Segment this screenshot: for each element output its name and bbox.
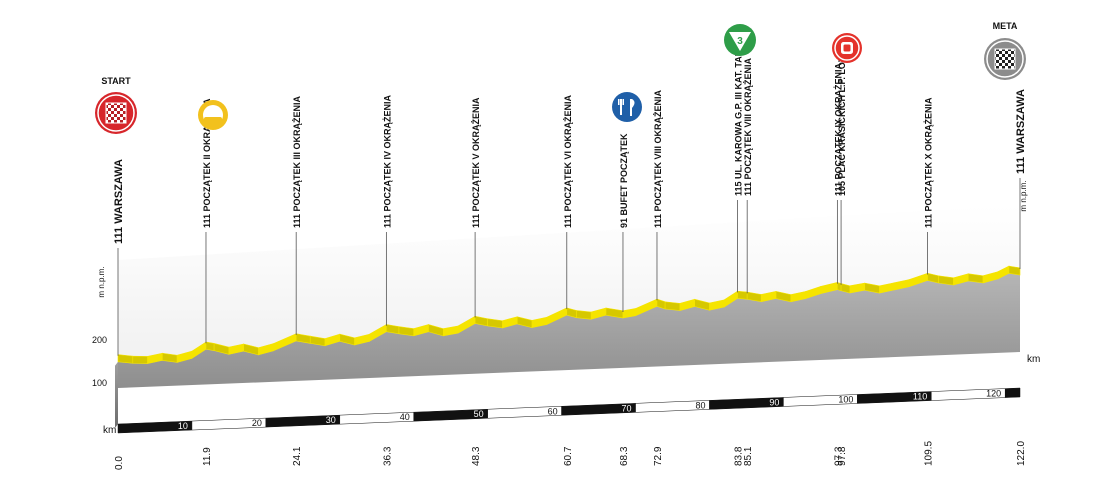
x-tick-label: 120 [986, 389, 1001, 399]
start-caption: START [101, 76, 131, 86]
x-axis-label-right: km [1027, 354, 1040, 365]
sky-plane [118, 205, 1020, 370]
waypoint-km: 11.9 [202, 447, 213, 466]
waypoint-label: 111 POCZĄTEK III OKRĄŻENIA [292, 95, 302, 228]
km-axis: 10 20 30 40 50 60 70 80 90 100 110 120 [117, 387, 1021, 434]
finish-flag-icon: META [984, 21, 1026, 80]
y-axis-label-right: m n.p.m. [1019, 180, 1028, 211]
waypoint-label: 111 POCZĄTEK IV OKRĄŻENIA [382, 94, 392, 228]
x-tick-label: 50 [474, 409, 484, 419]
x-tick-label: 110 [913, 392, 927, 402]
x-tick-label: 30 [326, 415, 336, 425]
profile-segment [837, 282, 842, 292]
km-axis-band [1004, 387, 1021, 398]
waypoint-label: 111 POCZĄTEK VIII OKRĄŻENIA [653, 89, 663, 228]
waypoint-label: 111 POCZĄTEK VI OKRĄŻENIA [563, 94, 573, 228]
food-icon [612, 92, 642, 122]
waypoint-label: 111 POCZĄTEK V OKRĄŻENIA [471, 97, 481, 228]
profile-segment [205, 341, 215, 351]
waypoint-label: 111 POCZĄTEK VIII OKRĄŻENIA [743, 57, 753, 196]
finish-caption: META [993, 21, 1018, 31]
profile-segment [1008, 265, 1021, 276]
x-tick-label: 10 [178, 421, 188, 431]
waypoint-label: 111 POCZĄTEK IX OKRĄŻENIA [833, 62, 843, 196]
waypoint-label: 105 PLAC KRASICKICH L.P. LOTTO [837, 44, 847, 196]
waypoint-km: 68.3 [619, 446, 630, 466]
x-tick-label: 40 [400, 412, 410, 422]
waypoints: 111 WARSZAWA 0.0 111 POCZĄTEK II OKRĄŻENIA… [113, 30, 1027, 470]
waypoint-km: 122.0 [1016, 441, 1027, 466]
profile-layer [117, 265, 1021, 364]
kom-category: 3 [737, 36, 743, 47]
profile-segment [576, 310, 592, 320]
waypoint-label: 111 POCZĄTEK II OKRĄŻENIA [202, 98, 212, 228]
waypoint-km: 36.3 [382, 446, 393, 466]
waypoint-label: 111 WARSZAWA [113, 159, 125, 244]
profile-segment [117, 354, 134, 364]
x-tick-label: 100 [838, 394, 853, 404]
sprint-icon [832, 33, 862, 63]
waypoint-km: 72.9 [653, 446, 664, 466]
terrain-face [118, 273, 1020, 388]
waypoint-km: 85.1 [743, 446, 754, 466]
waypoint-label: 115 UL. KAROWA G.P. III KAT. TAURON [734, 30, 744, 196]
profile-segment [737, 290, 748, 300]
start-flag-icon: START [95, 76, 137, 134]
terrain-side [115, 361, 118, 428]
waypoint-km: 24.1 [292, 446, 303, 466]
y-tick-label: 100 [92, 378, 107, 388]
waypoint-label: 111 POCZĄTEK X OKRĄŻENIA [924, 97, 934, 228]
x-tick-label: 80 [695, 400, 705, 410]
waypoint-km: 60.7 [563, 446, 574, 466]
waypoint-km: 83.8 [734, 446, 745, 466]
waypoint-km: 97.8 [837, 446, 848, 466]
kom-icon: 3 [724, 24, 756, 56]
profile-segment [132, 355, 148, 364]
waypoint-label: 111 WARSZAWA [1015, 89, 1027, 174]
y-tick-label: 200 [92, 335, 107, 345]
waypoint-km: 0.0 [114, 456, 125, 470]
x-axis-label-left: km [103, 425, 116, 436]
x-tick-label: 70 [622, 403, 632, 413]
y-axis-label: m n.p.m. [97, 266, 106, 297]
x-tick-label: 60 [548, 406, 558, 416]
waypoint-km: 109.5 [924, 441, 935, 466]
x-tick-label: 90 [769, 397, 779, 407]
waypoint-label: 91 BUFET POCZĄTEK [619, 133, 629, 228]
terrain-layer [115, 273, 1020, 428]
profile-segment [664, 301, 681, 311]
x-tick-label: 20 [252, 418, 262, 428]
lap-icon [198, 100, 228, 130]
waypoint-km: 48.3 [471, 446, 482, 466]
waypoint-km: 97.3 [833, 446, 844, 466]
